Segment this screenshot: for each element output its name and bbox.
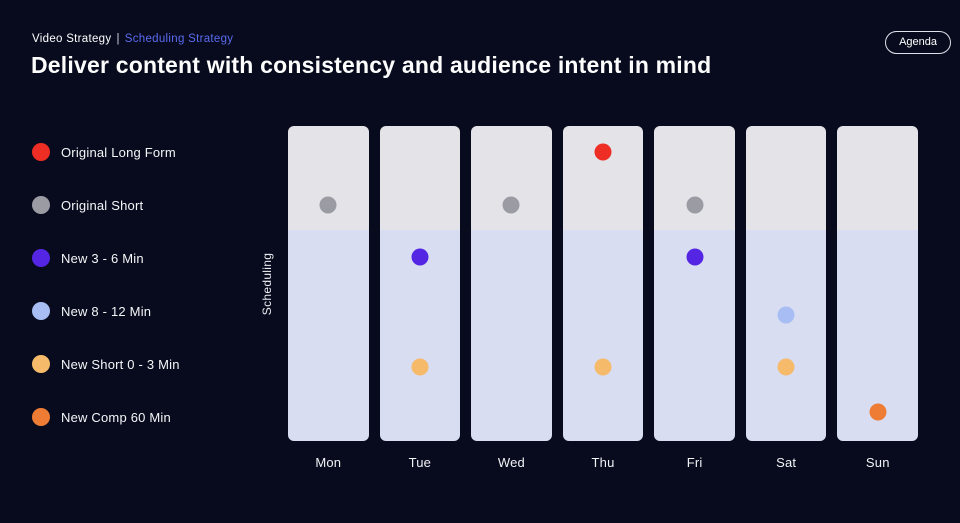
legend-label: New Comp 60 Min [61, 409, 171, 425]
original-short-dot-icon [32, 196, 50, 214]
new-3-6-min-dot-icon [32, 249, 50, 267]
day-column-tue [379, 126, 461, 441]
day-label-fri: Fri [686, 455, 703, 470]
legend-label: New Short 0 - 3 Min [61, 356, 180, 372]
legend: Original Long Form Original Short New 3 - … [32, 143, 180, 461]
legend-label: New 3 - 6 Min [61, 250, 144, 266]
legend-label: Original Long Form [61, 144, 176, 160]
page-title: Deliver content with consistency and aud… [31, 52, 712, 78]
bottom-zone [745, 229, 827, 441]
data-point-new-3-6-min-tue [411, 248, 429, 266]
legend-item-new-8-12-min: New 8 - 12 Min [32, 302, 180, 320]
legend-item-new-short-0-3-min: New Short 0 - 3 Min [32, 355, 180, 373]
data-point-original-short-fri [686, 196, 704, 214]
legend-item-new-comp-60-min: New Comp 60 Min [32, 408, 180, 426]
day-column-wed [471, 126, 552, 441]
schedule-chart: Mon Tue Wed Thu Fri Sat Sun [288, 126, 919, 470]
data-point-new-3-6-min-fri [686, 248, 704, 266]
day-label-sun: Sun [865, 455, 890, 470]
bottom-zone [562, 229, 644, 441]
day-label-sat: Sat [776, 455, 797, 470]
original-long-form-dot-icon [32, 143, 50, 161]
top-zone [471, 126, 552, 230]
top-zone [288, 126, 369, 230]
day-label-tue: Tue [408, 455, 432, 470]
day-label-wed: Wed [497, 455, 525, 470]
breadcrumb-separator: | [116, 33, 120, 45]
day-column-thu [562, 126, 644, 441]
legend-label: New 8 - 12 Min [61, 303, 152, 319]
data-point-new-short-0-3-min-tue [411, 358, 429, 376]
bottom-zone [288, 229, 369, 441]
top-zone [837, 126, 919, 230]
chart-columns [288, 126, 919, 441]
data-point-new-comp-60-min-sun [869, 403, 887, 421]
day-labels: Mon Tue Wed Thu Fri Sat Sun [288, 455, 918, 470]
legend-item-new-3-6-min: New 3 - 6 Min [32, 249, 180, 267]
y-axis-label: Scheduling [260, 252, 274, 316]
data-point-new-8-12-min-sat [777, 306, 795, 324]
data-point-new-short-0-3-min-sat [777, 358, 795, 376]
bottom-zone [471, 229, 552, 441]
breadcrumb: Video Strategy | Scheduling Strategy [32, 33, 233, 45]
top-zone [562, 126, 644, 230]
legend-item-original-long-form: Original Long Form [32, 143, 180, 161]
day-label-thu: Thu [591, 455, 615, 470]
day-column-mon [288, 126, 369, 441]
legend-label: Original Short [61, 197, 144, 213]
new-comp-60-min-dot-icon [32, 408, 50, 426]
top-zone [745, 126, 827, 230]
day-column-sun [837, 126, 919, 441]
day-column-fri [654, 126, 735, 441]
legend-item-original-short: Original Short [32, 196, 180, 214]
day-column-sat [745, 126, 827, 441]
breadcrumb-current: Scheduling Strategy [124, 33, 234, 45]
agenda-button[interactable]: Agenda [885, 31, 951, 55]
data-point-original-short-mon [319, 196, 337, 214]
new-short-0-3-min-dot-icon [32, 355, 50, 373]
breadcrumb-section[interactable]: Video Strategy [32, 33, 112, 45]
data-point-original-long-form-thu [594, 143, 612, 161]
day-label-mon: Mon [315, 455, 342, 470]
data-point-original-short-wed [502, 196, 520, 214]
data-point-new-short-0-3-min-thu [594, 358, 612, 376]
new-8-12-min-dot-icon [32, 302, 50, 320]
top-zone [654, 126, 735, 230]
top-zone [379, 126, 461, 230]
